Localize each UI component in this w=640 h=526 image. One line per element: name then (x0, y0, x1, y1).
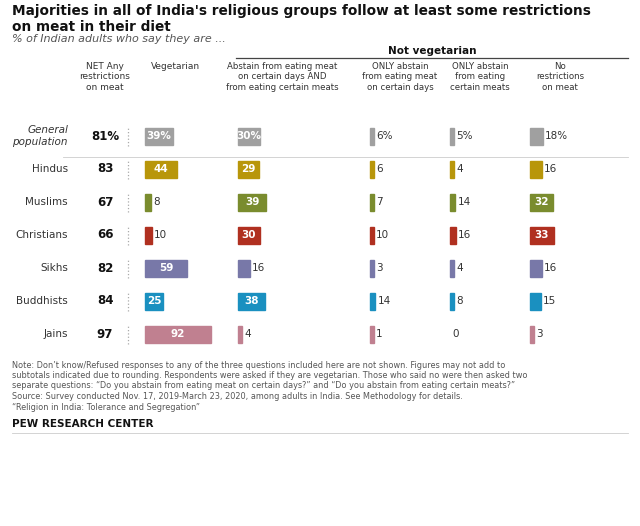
Text: Christians: Christians (15, 230, 68, 240)
Bar (238, 326, 242, 342)
Text: 6%: 6% (376, 131, 392, 141)
Text: 25: 25 (147, 296, 161, 306)
Bar (238, 160, 259, 177)
Text: 16: 16 (543, 164, 557, 174)
Text: 16: 16 (252, 263, 265, 273)
Bar (238, 227, 260, 244)
Bar (370, 160, 374, 177)
Text: Sikhs: Sikhs (40, 263, 68, 273)
Text: 30%: 30% (236, 131, 261, 141)
Text: 97: 97 (97, 328, 113, 340)
Text: No
restrictions
on meat: No restrictions on meat (536, 62, 584, 92)
Text: 4: 4 (456, 263, 463, 273)
Text: 92: 92 (171, 329, 186, 339)
Bar (370, 227, 374, 244)
Text: separate questions: “Do you abstain from eating meat on certain days?” and “Do y: separate questions: “Do you abstain from… (12, 381, 515, 390)
Text: 18%: 18% (545, 131, 568, 141)
Text: 81%: 81% (91, 129, 119, 143)
Text: PEW RESEARCH CENTER: PEW RESEARCH CENTER (12, 419, 154, 429)
Bar (370, 326, 374, 342)
Text: 16: 16 (543, 263, 557, 273)
Bar (370, 127, 374, 145)
Text: 8: 8 (153, 197, 159, 207)
Text: 8: 8 (456, 296, 463, 306)
Text: 39: 39 (245, 197, 259, 207)
Bar (450, 259, 454, 277)
Bar (370, 194, 374, 210)
Text: 66: 66 (97, 228, 113, 241)
Text: 16: 16 (458, 230, 471, 240)
Text: ONLY abstain
from eating
certain meats: ONLY abstain from eating certain meats (450, 62, 510, 92)
Text: 14: 14 (378, 296, 390, 306)
Text: Majorities in all of India's religious groups follow at least some restrictions
: Majorities in all of India's religious g… (12, 4, 591, 34)
Text: 33: 33 (534, 230, 549, 240)
Text: 82: 82 (97, 261, 113, 275)
Bar (450, 292, 454, 309)
Text: % of Indian adults who say they are ...: % of Indian adults who say they are ... (12, 34, 226, 44)
Bar (145, 259, 188, 277)
Text: 4: 4 (244, 329, 251, 339)
Text: 6: 6 (376, 164, 383, 174)
Text: 83: 83 (97, 163, 113, 176)
Text: General
population: General population (13, 125, 68, 147)
Text: Jains: Jains (44, 329, 68, 339)
Bar (530, 326, 534, 342)
Text: 39%: 39% (147, 131, 172, 141)
Bar (145, 160, 177, 177)
Bar (450, 127, 454, 145)
Bar (145, 326, 211, 342)
Bar (370, 259, 374, 277)
Bar (145, 194, 151, 210)
Bar (450, 160, 454, 177)
Text: Source: Survey conducted Nov. 17, 2019-March 23, 2020, among adults in India. Se: Source: Survey conducted Nov. 17, 2019-M… (12, 392, 463, 401)
Text: Abstain from eating meat
on certain days AND
from eating certain meats: Abstain from eating meat on certain days… (226, 62, 339, 92)
Text: 59: 59 (159, 263, 173, 273)
Text: 0: 0 (452, 329, 458, 339)
Text: Note: Don’t know/Refused responses to any of the three questions included here a: Note: Don’t know/Refused responses to an… (12, 360, 506, 369)
Bar (530, 194, 553, 210)
Text: subtotals indicated due to rounding. Respondents were asked if they are vegetari: subtotals indicated due to rounding. Res… (12, 371, 527, 380)
Text: 10: 10 (154, 230, 167, 240)
Text: Hindus: Hindus (32, 164, 68, 174)
Text: 44: 44 (154, 164, 168, 174)
Text: 67: 67 (97, 196, 113, 208)
Bar (530, 160, 541, 177)
Text: NET Any
restrictions
on meat: NET Any restrictions on meat (79, 62, 131, 92)
Text: Muslims: Muslims (26, 197, 68, 207)
Text: Buddhists: Buddhists (16, 296, 68, 306)
Bar (530, 127, 543, 145)
Text: 3: 3 (536, 329, 543, 339)
Text: 84: 84 (97, 295, 113, 308)
Bar (145, 292, 163, 309)
Bar (530, 259, 541, 277)
Bar (145, 227, 152, 244)
Text: ONLY abstain
from eating meat
on certain days: ONLY abstain from eating meat on certain… (362, 62, 438, 92)
Text: 10: 10 (376, 230, 389, 240)
Bar (145, 127, 173, 145)
Text: 1: 1 (376, 329, 383, 339)
Bar (530, 292, 541, 309)
Bar (370, 292, 375, 309)
Text: 5%: 5% (456, 131, 472, 141)
Bar (238, 292, 266, 309)
Text: 29: 29 (241, 164, 255, 174)
Text: 15: 15 (543, 296, 556, 306)
Bar (530, 227, 554, 244)
Text: 7: 7 (376, 197, 383, 207)
Text: 30: 30 (241, 230, 256, 240)
Bar (450, 227, 456, 244)
Text: Not vegetarian: Not vegetarian (388, 46, 476, 56)
Bar (238, 194, 266, 210)
Bar (238, 259, 250, 277)
Bar (450, 194, 455, 210)
Bar (238, 127, 260, 145)
Text: “Religion in India: Tolerance and Segregation”: “Religion in India: Tolerance and Segreg… (12, 402, 200, 411)
Text: 4: 4 (456, 164, 463, 174)
Text: 3: 3 (376, 263, 383, 273)
Text: Vegetarian: Vegetarian (150, 62, 200, 71)
Text: 38: 38 (244, 296, 259, 306)
Text: 14: 14 (458, 197, 470, 207)
Text: 32: 32 (534, 197, 548, 207)
